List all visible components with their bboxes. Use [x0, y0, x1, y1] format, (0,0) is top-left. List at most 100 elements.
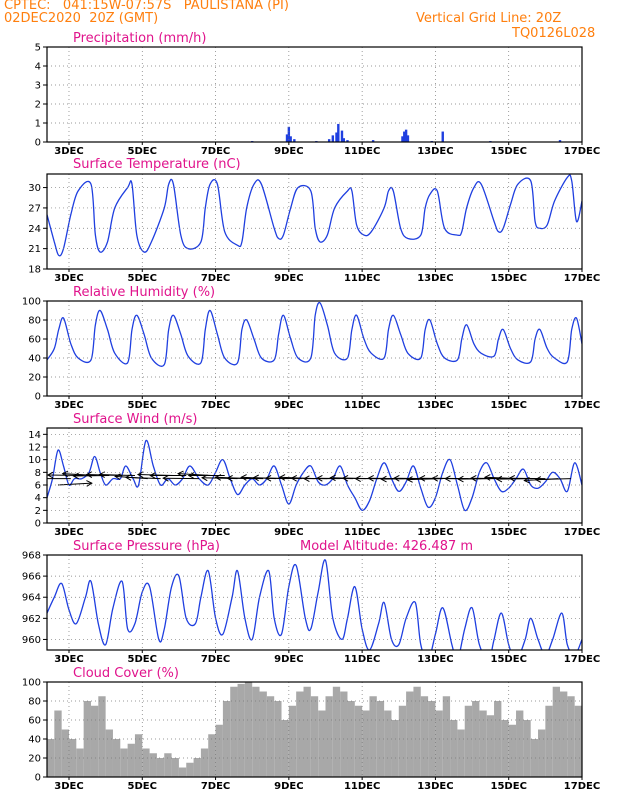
- xtick-label-4: 11DEC: [344, 146, 380, 157]
- cloud-bar-14: [149, 753, 157, 777]
- plot-area-1: [47, 174, 582, 257]
- wind-arrowhead-6: [98, 471, 106, 479]
- cloud-bar-43: [362, 710, 370, 777]
- xtick-label-6: 15DEC: [491, 654, 527, 665]
- wind-arrowhead-8: [124, 474, 132, 481]
- cloud-bar-17: [171, 758, 179, 777]
- panel-4: 960 962 964 966 968 3DEC 5DEC 7DEC 9DEC 11DEC 13DE…: [22, 539, 600, 665]
- cloud-bar-64: [516, 710, 524, 777]
- xtick-label-0: 3DEC: [54, 273, 83, 284]
- cloud-bar-0: [47, 739, 55, 777]
- wind-arrowhead-31: [418, 474, 426, 482]
- panel-title-3: Surface Wind (m/s): [73, 412, 197, 427]
- cloud-bar-56: [457, 729, 465, 777]
- wind-arrowhead-15: [214, 474, 222, 481]
- xtick-label-2: 7DEC: [201, 654, 230, 665]
- cloud-bar-47: [391, 720, 399, 777]
- series-line-1: [47, 174, 582, 257]
- wind-arrowhead-40: [534, 476, 542, 483]
- series-line-4: [47, 559, 582, 650]
- ytick-label-4: 968: [22, 551, 41, 562]
- precip-bar-15: [403, 131, 406, 142]
- cloud-bar-16: [164, 753, 172, 777]
- xtick-label-3: 9DEC: [274, 273, 303, 284]
- cloud-bar-49: [406, 691, 414, 777]
- precip-bar-19: [441, 131, 444, 142]
- xtick-label-1: 5DEC: [128, 527, 157, 538]
- cloud-bar-7: [98, 696, 106, 777]
- xtick-label-3: 9DEC: [274, 400, 303, 411]
- xtick-label-7: 17DEC: [564, 527, 600, 538]
- ytick-label-3: 966: [22, 572, 41, 583]
- xtick-label-2: 7DEC: [201, 146, 230, 157]
- precip-bar-1: [285, 134, 289, 142]
- ytick-label-4: 80: [28, 316, 41, 327]
- cloud-bar-15: [156, 758, 165, 777]
- cloud-bar-6: [90, 705, 99, 777]
- cloud-bar-44: [369, 696, 377, 777]
- wind-arrowhead-5: [85, 471, 93, 479]
- precip-bar-14: [401, 136, 404, 142]
- cloud-bar-32: [281, 720, 289, 777]
- wind-arrowhead-21: [290, 474, 297, 482]
- wind-arrowhead-29: [393, 474, 400, 482]
- panel-frame-5: [46, 681, 583, 778]
- wind-arrowhead-4: [72, 472, 79, 480]
- cloud-bar-60: [486, 715, 495, 777]
- plot-area-3: [47, 439, 582, 512]
- wind-arrowhead-25: [341, 474, 349, 482]
- precip-bar-3: [289, 136, 292, 142]
- panel-frame-3: [46, 427, 583, 524]
- cloud-bar-33: [288, 705, 297, 777]
- ytick-label-6: 12: [28, 443, 41, 454]
- cloud-bar-48: [398, 705, 407, 777]
- ytick-label-4: 8: [35, 468, 41, 479]
- ytick-label-4: 30: [28, 183, 41, 194]
- wind-arrowhead-20: [278, 474, 286, 481]
- cloud-bar-18: [178, 767, 187, 777]
- precip-bar-7: [331, 135, 335, 142]
- xtick-label-0: 3DEC: [54, 146, 83, 157]
- plot-area-4: [47, 559, 582, 650]
- xtick-label-7: 17DEC: [564, 273, 600, 284]
- cloud-bar-53: [435, 710, 443, 777]
- panel-2: 0 20 40 60 80 100 3DEC 5DEC 7DEC 9DEC 11DEC 13DEC 15…: [22, 285, 600, 411]
- xtick-label-4: 11DEC: [344, 400, 380, 411]
- cloud-bar-22: [208, 734, 216, 777]
- cloud-bar-20: [193, 758, 201, 777]
- precip-bar-6: [327, 139, 331, 142]
- wind-arrowhead-24: [329, 474, 336, 482]
- ytick-label-1: 2: [35, 506, 41, 517]
- model-altitude-label: Model Altitude: 426.487 m: [300, 539, 473, 554]
- wind-arrowhead-0: [86, 480, 93, 487]
- cloud-bar-21: [200, 748, 209, 777]
- xtick-label-3: 9DEC: [274, 527, 303, 538]
- xtick-label-2: 7DEC: [201, 527, 230, 538]
- cloud-bar-50: [413, 686, 421, 777]
- wind-arrowhead-9: [136, 471, 144, 479]
- ytick-label-2: 4: [35, 493, 41, 504]
- xtick-label-5: 13DEC: [417, 527, 453, 538]
- wind-arrowhead-38: [508, 474, 516, 482]
- cloud-bar-71: [567, 696, 575, 777]
- xtick-label-3: 9DEC: [274, 781, 303, 792]
- panel-title-1: Surface Temperature (nC): [73, 157, 241, 172]
- xtick-label-0: 3DEC: [54, 527, 83, 538]
- cloud-bar-61: [494, 701, 502, 777]
- wind-arrowhead-35: [469, 474, 477, 482]
- precip-bar-2: [287, 126, 291, 142]
- cloud-bar-3: [68, 739, 77, 777]
- panel-frame-4: [46, 554, 583, 651]
- cloud-bar-72: [574, 705, 582, 777]
- cloud-bar-35: [303, 686, 311, 777]
- precip-bar-11: [342, 138, 346, 142]
- xtick-label-6: 15DEC: [491, 146, 527, 157]
- cloud-bar-10: [120, 748, 128, 777]
- xtick-label-6: 15DEC: [491, 527, 527, 538]
- ytick-label-1: 1: [35, 119, 41, 130]
- run-datetime: 02DEC2020 20Z (GMT): [4, 11, 159, 26]
- ytick-label-0: 960: [22, 635, 41, 646]
- xtick-label-6: 15DEC: [491, 781, 527, 792]
- xtick-label-2: 7DEC: [201, 781, 230, 792]
